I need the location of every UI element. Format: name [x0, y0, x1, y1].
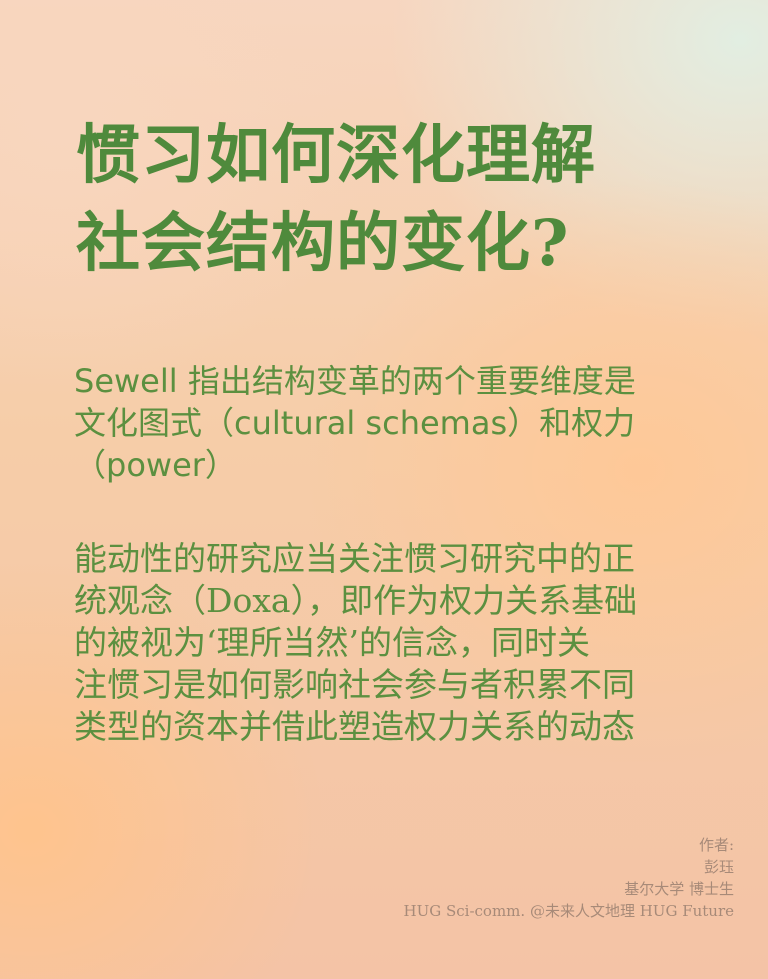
author-name: 彭珏	[703, 858, 734, 876]
credits-block: 作者: 彭珏 基尔大学 博士生 HUG Sci-comm. @未来人文地理 HU…	[404, 834, 734, 922]
paragraph-1-line-2: 文化图式（cultural schemas）和权力	[74, 404, 636, 442]
source-line: HUG Sci-comm. @未来人文地理 HUG Future	[403, 902, 734, 920]
paragraph-2-line-5: 类型的资本并借此塑造权力关系的动态	[74, 707, 635, 746]
paragraph-2-line-4: 注惯习是如何影响社会参与者积累不同	[74, 665, 635, 704]
paragraph-2-line-2: 统观念（Doxa），即作为权力关系基础	[74, 581, 638, 620]
title-line-1: 惯习如何深化理解	[76, 118, 596, 193]
paragraph-2-line-1: 能动性的研究应当关注惯习研究中的正	[74, 539, 635, 578]
credits-label: 作者:	[698, 836, 734, 854]
paragraph-1-line-3: （power）	[74, 446, 237, 484]
paragraph-agency: 能动性的研究应当关注惯习研究中的正 统观念（Doxa），即作为权力关系基础 的被…	[74, 538, 714, 748]
author-affiliation: 基尔大学 博士生	[624, 880, 734, 898]
title-line-2: 社会结构的变化?	[76, 206, 570, 281]
paragraph-2-line-3: 的被视为‘理所当然’的信念，同时关	[74, 623, 590, 662]
paragraph-sewell: Sewell 指出结构变革的两个重要维度是 文化图式（cultural sche…	[74, 360, 714, 486]
paragraph-1-line-1: Sewell 指出结构变革的两个重要维度是	[74, 362, 636, 400]
poster-title: 惯习如何深化理解 社会结构的变化?	[76, 112, 716, 288]
